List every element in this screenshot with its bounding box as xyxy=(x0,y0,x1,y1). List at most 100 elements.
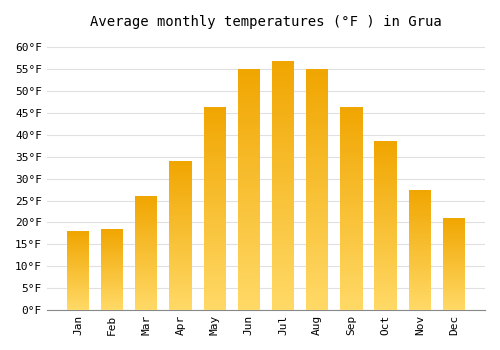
Bar xyxy=(67,273,89,274)
Bar xyxy=(408,256,431,257)
Bar xyxy=(272,98,294,100)
Bar xyxy=(340,263,362,265)
Bar xyxy=(374,274,396,276)
Bar xyxy=(408,238,431,239)
Bar xyxy=(340,129,362,131)
Bar xyxy=(443,307,465,308)
Bar xyxy=(170,246,192,247)
Bar xyxy=(306,72,328,74)
Bar xyxy=(408,280,431,281)
Bar xyxy=(67,262,89,264)
Bar xyxy=(443,293,465,294)
Bar xyxy=(135,246,158,247)
Bar xyxy=(306,276,328,279)
Bar xyxy=(272,267,294,270)
Bar xyxy=(101,279,123,280)
Bar xyxy=(204,257,226,259)
Bar xyxy=(272,138,294,140)
Bar xyxy=(272,150,294,153)
Bar xyxy=(135,259,158,260)
Bar xyxy=(272,105,294,108)
Bar xyxy=(238,298,260,300)
Bar xyxy=(272,148,294,150)
Bar xyxy=(374,307,396,308)
Bar xyxy=(238,132,260,134)
Bar xyxy=(170,181,192,182)
Bar xyxy=(306,86,328,89)
Bar xyxy=(238,72,260,74)
Bar xyxy=(340,220,362,223)
Bar xyxy=(443,241,465,242)
Bar xyxy=(306,77,328,79)
Bar xyxy=(408,285,431,286)
Bar xyxy=(408,304,431,305)
Bar xyxy=(374,143,396,145)
Bar xyxy=(306,170,328,173)
Bar xyxy=(408,263,431,264)
Bar xyxy=(135,254,158,255)
Bar xyxy=(204,255,226,257)
Bar xyxy=(101,271,123,272)
Bar xyxy=(374,243,396,244)
Bar xyxy=(170,213,192,215)
Bar xyxy=(67,283,89,284)
Bar xyxy=(272,290,294,293)
Bar xyxy=(170,276,192,277)
Bar xyxy=(408,247,431,248)
Bar xyxy=(443,251,465,252)
Bar xyxy=(204,273,226,275)
Bar xyxy=(135,244,158,245)
Bar xyxy=(101,305,123,306)
Bar xyxy=(170,306,192,307)
Bar xyxy=(306,238,328,240)
Bar xyxy=(443,271,465,272)
Bar xyxy=(340,255,362,257)
Bar xyxy=(135,212,158,213)
Bar xyxy=(340,182,362,184)
Bar xyxy=(408,212,431,214)
Bar xyxy=(135,247,158,248)
Bar xyxy=(67,296,89,297)
Bar xyxy=(374,244,396,246)
Bar xyxy=(101,295,123,296)
Bar xyxy=(238,305,260,308)
Bar xyxy=(272,273,294,275)
Bar xyxy=(170,236,192,237)
Bar xyxy=(170,307,192,308)
Bar xyxy=(101,240,123,241)
Bar xyxy=(408,253,431,254)
Bar xyxy=(170,267,192,268)
Bar xyxy=(374,258,396,259)
Bar xyxy=(340,286,362,287)
Bar xyxy=(408,299,431,300)
Bar xyxy=(101,254,123,255)
Bar xyxy=(443,284,465,285)
Bar xyxy=(408,278,431,279)
Bar xyxy=(374,209,396,211)
Bar xyxy=(443,289,465,290)
Bar xyxy=(204,137,226,139)
Bar xyxy=(443,238,465,239)
Bar xyxy=(374,172,396,174)
Bar xyxy=(374,261,396,263)
Bar xyxy=(408,269,431,270)
Bar xyxy=(443,301,465,302)
Bar xyxy=(340,206,362,208)
Bar xyxy=(135,285,158,286)
Bar xyxy=(170,191,192,192)
Bar xyxy=(408,192,431,193)
Bar xyxy=(408,221,431,222)
Bar xyxy=(204,106,226,108)
Bar xyxy=(340,172,362,174)
Bar xyxy=(170,177,192,179)
Bar xyxy=(170,198,192,200)
Bar xyxy=(101,288,123,289)
Bar xyxy=(272,108,294,111)
Bar xyxy=(374,259,396,261)
Bar xyxy=(408,271,431,273)
Bar xyxy=(306,108,328,110)
Bar xyxy=(67,264,89,265)
Bar xyxy=(238,240,260,243)
Bar xyxy=(135,238,158,239)
Bar xyxy=(443,300,465,301)
